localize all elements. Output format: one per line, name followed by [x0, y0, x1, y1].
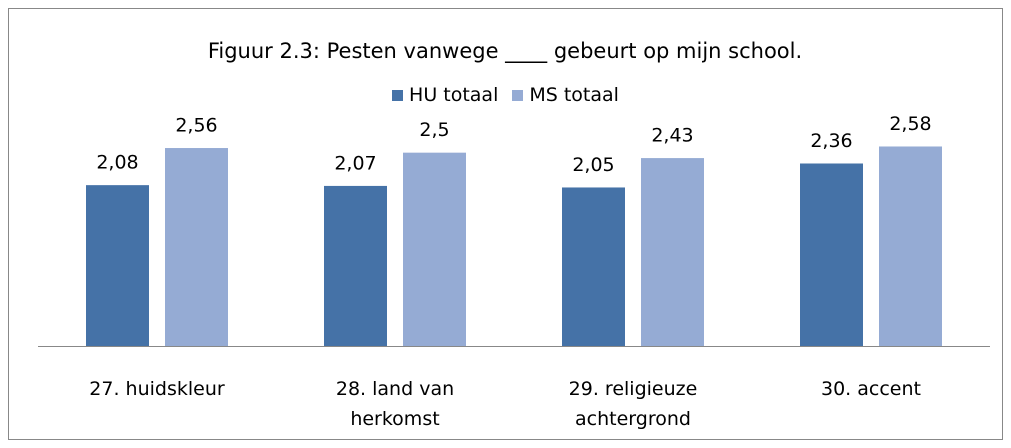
legend-label: HU totaal — [409, 84, 499, 106]
bar — [641, 158, 704, 346]
x-tick-label: 29. religieuze achtergrond — [568, 378, 698, 430]
legend-item: HU totaal — [392, 84, 498, 106]
legend-item: MS totaal — [512, 84, 619, 106]
chart-title: Figuur 2.3: Pesten vanwege ____ gebeurt … — [208, 39, 802, 64]
value-label: 2,56 — [175, 115, 217, 137]
legend-swatch — [512, 89, 524, 101]
legend-swatch — [392, 89, 404, 101]
value-label: 2,5 — [419, 119, 449, 141]
value-label: 2,05 — [572, 154, 614, 176]
value-label: 2,36 — [810, 130, 852, 152]
value-label: 2,58 — [889, 113, 931, 135]
bar — [562, 187, 625, 346]
bar — [800, 163, 863, 346]
value-label: 2,43 — [651, 125, 693, 147]
bar — [324, 185, 387, 346]
bar — [879, 146, 942, 346]
value-label: 2,08 — [96, 152, 138, 174]
legend: HU totaal MS totaal — [0, 84, 1011, 106]
x-tick-label: 30. accent — [821, 378, 921, 400]
bar — [86, 185, 149, 346]
x-tick-label: 27. huidskleur — [89, 378, 225, 400]
bar — [165, 148, 228, 346]
bar — [403, 152, 466, 346]
legend-label: MS totaal — [529, 84, 619, 106]
x-tick-label: 28. land van herkomst — [335, 378, 455, 430]
value-label: 2,07 — [334, 152, 376, 174]
